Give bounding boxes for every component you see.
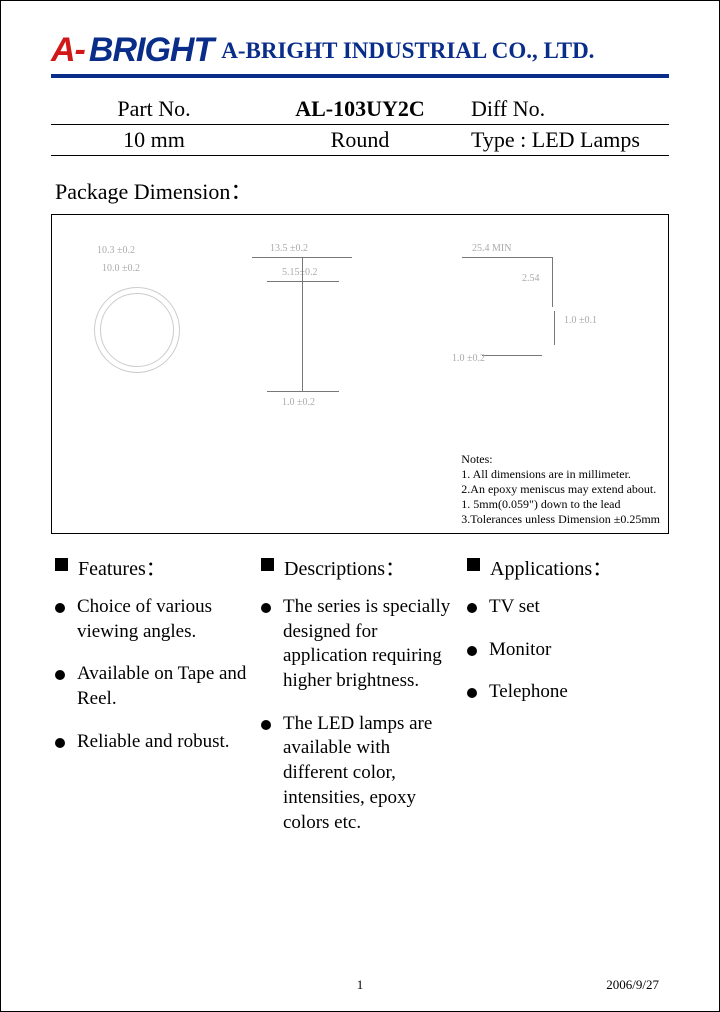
applications-title: Applications： — [490, 552, 612, 581]
list-item: The LED lamps are available with differe… — [261, 712, 459, 835]
shape-value: Round — [257, 125, 463, 156]
footer: 1 2006/9/27 — [1, 977, 719, 993]
note-line: 1. 5mm(0.059") down to the lead — [461, 497, 660, 512]
dot-bullet-icon — [467, 603, 477, 613]
descriptions-column: Descriptions： The series is specially de… — [261, 552, 459, 853]
description-text: The series is specially designed for app… — [283, 595, 459, 694]
feature-text: Choice of various viewing angles. — [77, 595, 253, 644]
list-item: TV set — [467, 595, 665, 620]
application-text: Telephone — [489, 680, 568, 705]
dim-label: 13.5 ±0.2 — [270, 243, 308, 254]
dot-bullet-icon — [467, 688, 477, 698]
note-line: 3.Tolerances unless Dimension ±0.25mm — [461, 512, 660, 527]
company-name: A-BRIGHT INDUSTRIAL CO., LTD. — [221, 38, 594, 64]
feature-text: Reliable and robust. — [77, 730, 230, 755]
dot-bullet-icon — [261, 603, 271, 613]
led-top-circle-inner — [100, 293, 174, 367]
square-bullet-icon — [261, 558, 274, 571]
dim-label: 10.0 ±0.2 — [102, 263, 140, 274]
notes-title: Notes: — [461, 452, 660, 467]
diff-no-label: Diff No. — [463, 94, 669, 125]
table-row: 10 mm Round Type : LED Lamps — [51, 125, 669, 156]
descriptions-heading: Descriptions： — [261, 552, 459, 581]
dim-line — [462, 257, 552, 258]
info-table: Part No. AL-103UY2C Diff No. 10 mm Round… — [51, 94, 669, 156]
part-no-value: AL-103UY2C — [257, 94, 463, 125]
square-bullet-icon — [55, 558, 68, 571]
dim-line — [302, 257, 303, 392]
application-text: TV set — [489, 595, 540, 620]
dot-bullet-icon — [55, 670, 65, 680]
diagram-notes: Notes: 1. All dimensions are in millimet… — [461, 452, 660, 527]
description-text: The LED lamps are available with differe… — [283, 712, 459, 835]
note-line: 2.An epoxy meniscus may extend about. — [461, 482, 660, 497]
dim-label: 1.0 ±0.2 — [452, 353, 485, 364]
dot-bullet-icon — [467, 646, 477, 656]
dim-line — [554, 311, 555, 345]
dim-label: 1.0 ±0.2 — [282, 397, 315, 408]
dot-bullet-icon — [55, 603, 65, 613]
list-item: Telephone — [467, 680, 665, 705]
dot-bullet-icon — [55, 738, 65, 748]
table-row: Part No. AL-103UY2C Diff No. — [51, 94, 669, 125]
content-columns: Features： Choice of various viewing angl… — [51, 548, 669, 853]
feature-text: Available on Tape and Reel. — [77, 662, 253, 711]
list-item: Choice of various viewing angles. — [55, 595, 253, 644]
section-label: Package Dimension： — [55, 174, 669, 206]
descriptions-title: Descriptions： — [284, 552, 405, 581]
list-item: Available on Tape and Reel. — [55, 662, 253, 711]
dim-line — [552, 257, 553, 307]
application-text: Monitor — [489, 638, 551, 663]
dim-label: 10.3 ±0.2 — [97, 245, 135, 256]
dim-label: 2.54 — [522, 273, 540, 284]
dim-line — [267, 281, 339, 282]
features-column: Features： Choice of various viewing angl… — [55, 552, 253, 853]
type-value: Type : LED Lamps — [463, 125, 669, 156]
dim-label: 25.4 MIN — [472, 243, 511, 254]
header: A-BRIGHT A-BRIGHT INDUSTRIAL CO., LTD. — [51, 31, 669, 70]
dot-bullet-icon — [261, 720, 271, 730]
logo-a: A- — [51, 31, 85, 70]
features-title: Features： — [78, 552, 166, 581]
size-value: 10 mm — [51, 125, 257, 156]
dim-label: 5.15±0.2 — [282, 267, 318, 278]
package-dimension-diagram: 10.3 ±0.2 10.0 ±0.2 13.5 ±0.2 5.15±0.2 1… — [51, 214, 669, 534]
part-no-label: Part No. — [51, 94, 257, 125]
list-item: Reliable and robust. — [55, 730, 253, 755]
logo-bright: BRIGHT — [89, 31, 213, 70]
list-item: Monitor — [467, 638, 665, 663]
list-item: The series is specially designed for app… — [261, 595, 459, 694]
dim-label: 1.0 ±0.1 — [564, 315, 597, 326]
note-line: 1. All dimensions are in millimeter. — [461, 467, 660, 482]
footer-date: 2006/9/27 — [606, 977, 659, 993]
header-rule — [51, 74, 669, 78]
features-heading: Features： — [55, 552, 253, 581]
dim-line — [482, 355, 542, 356]
dim-line — [267, 391, 339, 392]
square-bullet-icon — [467, 558, 480, 571]
applications-heading: Applications： — [467, 552, 665, 581]
applications-column: Applications： TV set Monitor Telephone — [467, 552, 665, 853]
